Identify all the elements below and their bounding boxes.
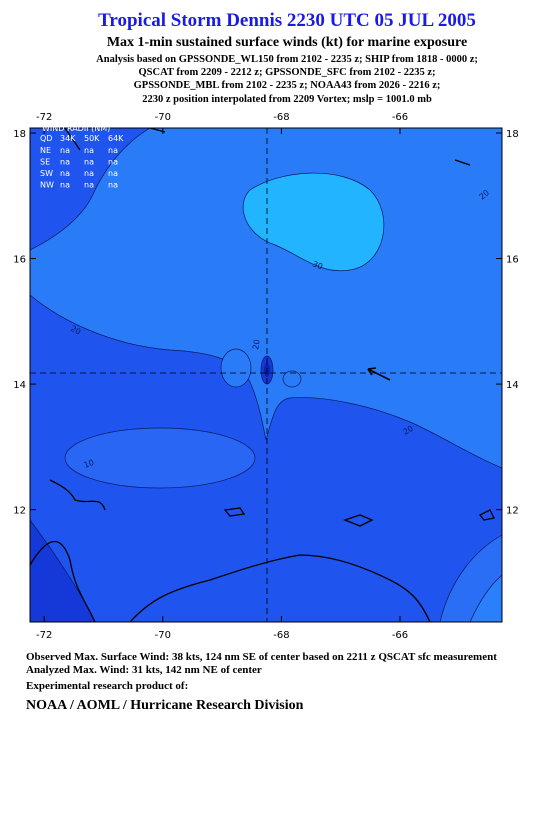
wind-radii-cell: SE — [40, 158, 50, 167]
wind-radii-cell: na — [108, 146, 118, 155]
wind-radii-cell: na — [84, 181, 94, 190]
map-frame — [29, 127, 503, 623]
wind-radii-header: 64K — [108, 134, 124, 143]
contour-label: 20 — [69, 324, 82, 337]
wind-radii-cell: na — [84, 158, 94, 167]
x-tick-label: -70 — [155, 630, 171, 641]
contour-region — [242, 172, 385, 272]
y-tick-label: 14 — [506, 380, 519, 391]
analysis-line: QSCAT from 2209 - 2212 z; GPSSONDE_SFC f… — [139, 67, 436, 78]
contour-label: 20 — [251, 339, 262, 351]
coastline — [30, 128, 495, 622]
y-tick-label: 14 — [13, 380, 26, 391]
map-ticks: -72 -72 -70 -70 -68 -68 -66 -66 12 12 14 14 16 16 18 18 — [13, 112, 518, 641]
x-tick-label: -66 — [392, 630, 408, 641]
wind-radii-cell: na — [60, 181, 70, 190]
x-tick-label: -66 — [392, 112, 408, 123]
x-tick-label: -70 — [155, 112, 171, 123]
x-tick-label: -72 — [36, 630, 52, 641]
wind-radii-cell: SW — [40, 169, 53, 178]
wind-radii-table: WIND RADII (NM)QD 34K 50K 64K NE na na na SE na na… — [40, 124, 124, 190]
analysis-line: Analysis based on GPSSONDE_WL150 from 21… — [96, 54, 478, 65]
contour-region — [64, 427, 256, 489]
y-tick-label: 12 — [506, 506, 519, 517]
y-tick-label: 18 — [506, 129, 519, 140]
wind-radii-title: WIND RADII (NM) — [42, 124, 110, 133]
wind-radii-cell: na — [108, 181, 118, 190]
wind-radii-cell: na — [60, 169, 70, 178]
contour-label: 30 — [311, 259, 324, 271]
analysis-line: GPSSONDE_MBL from 2102 - 2235 z; NOAA43 … — [134, 80, 441, 91]
contour-region — [282, 370, 302, 388]
wind-radii-cell: na — [84, 146, 94, 155]
wind-radii-cell: na — [60, 146, 70, 155]
storm-motion-arrow — [367, 367, 391, 381]
wind-radii-header: 34K — [60, 134, 76, 143]
wind-radii-cell: NE — [40, 146, 51, 155]
footer-line: Analyzed Max. Wind: 31 kts, 142 nm NE of… — [26, 664, 262, 676]
footer-line: Observed Max. Surface Wind: 38 kts, 124 … — [26, 651, 497, 663]
x-tick-label: -68 — [273, 630, 289, 641]
wind-radii-cell: na — [108, 169, 118, 178]
contour-label: 20 — [402, 424, 415, 437]
y-tick-label: 16 — [506, 255, 519, 266]
wind-radii-cell: na — [84, 169, 94, 178]
wind-radii-cell: NW — [40, 181, 54, 190]
x-tick-label: -68 — [273, 112, 289, 123]
title: Tropical Storm Dennis 2230 UTC 05 JUL 20… — [98, 10, 476, 31]
contour-region — [469, 574, 502, 622]
wind-radii-header: QD — [40, 134, 52, 143]
contour-label: 10 — [83, 458, 96, 470]
organization: NOAA / AOML / Hurricane Research Divisio… — [26, 698, 304, 713]
y-tick-label: 16 — [13, 255, 26, 266]
y-tick-label: 18 — [13, 129, 26, 140]
y-tick-label: 12 — [13, 506, 26, 517]
x-tick-label: -72 — [36, 112, 52, 123]
wind-radii-cell: na — [108, 158, 118, 167]
footer-line: Experimental research product of: — [26, 680, 188, 692]
contour-region — [220, 348, 252, 388]
wind-radii-header: 50K — [84, 134, 100, 143]
wind-field: 20 30 20 20 20 10 — [30, 128, 502, 622]
wind-radii-cell: na — [60, 158, 70, 167]
subtitle: Max 1-min sustained surface winds (kt) f… — [107, 35, 467, 50]
analysis-line: 2230 z position interpolated from 2209 V… — [142, 94, 432, 105]
